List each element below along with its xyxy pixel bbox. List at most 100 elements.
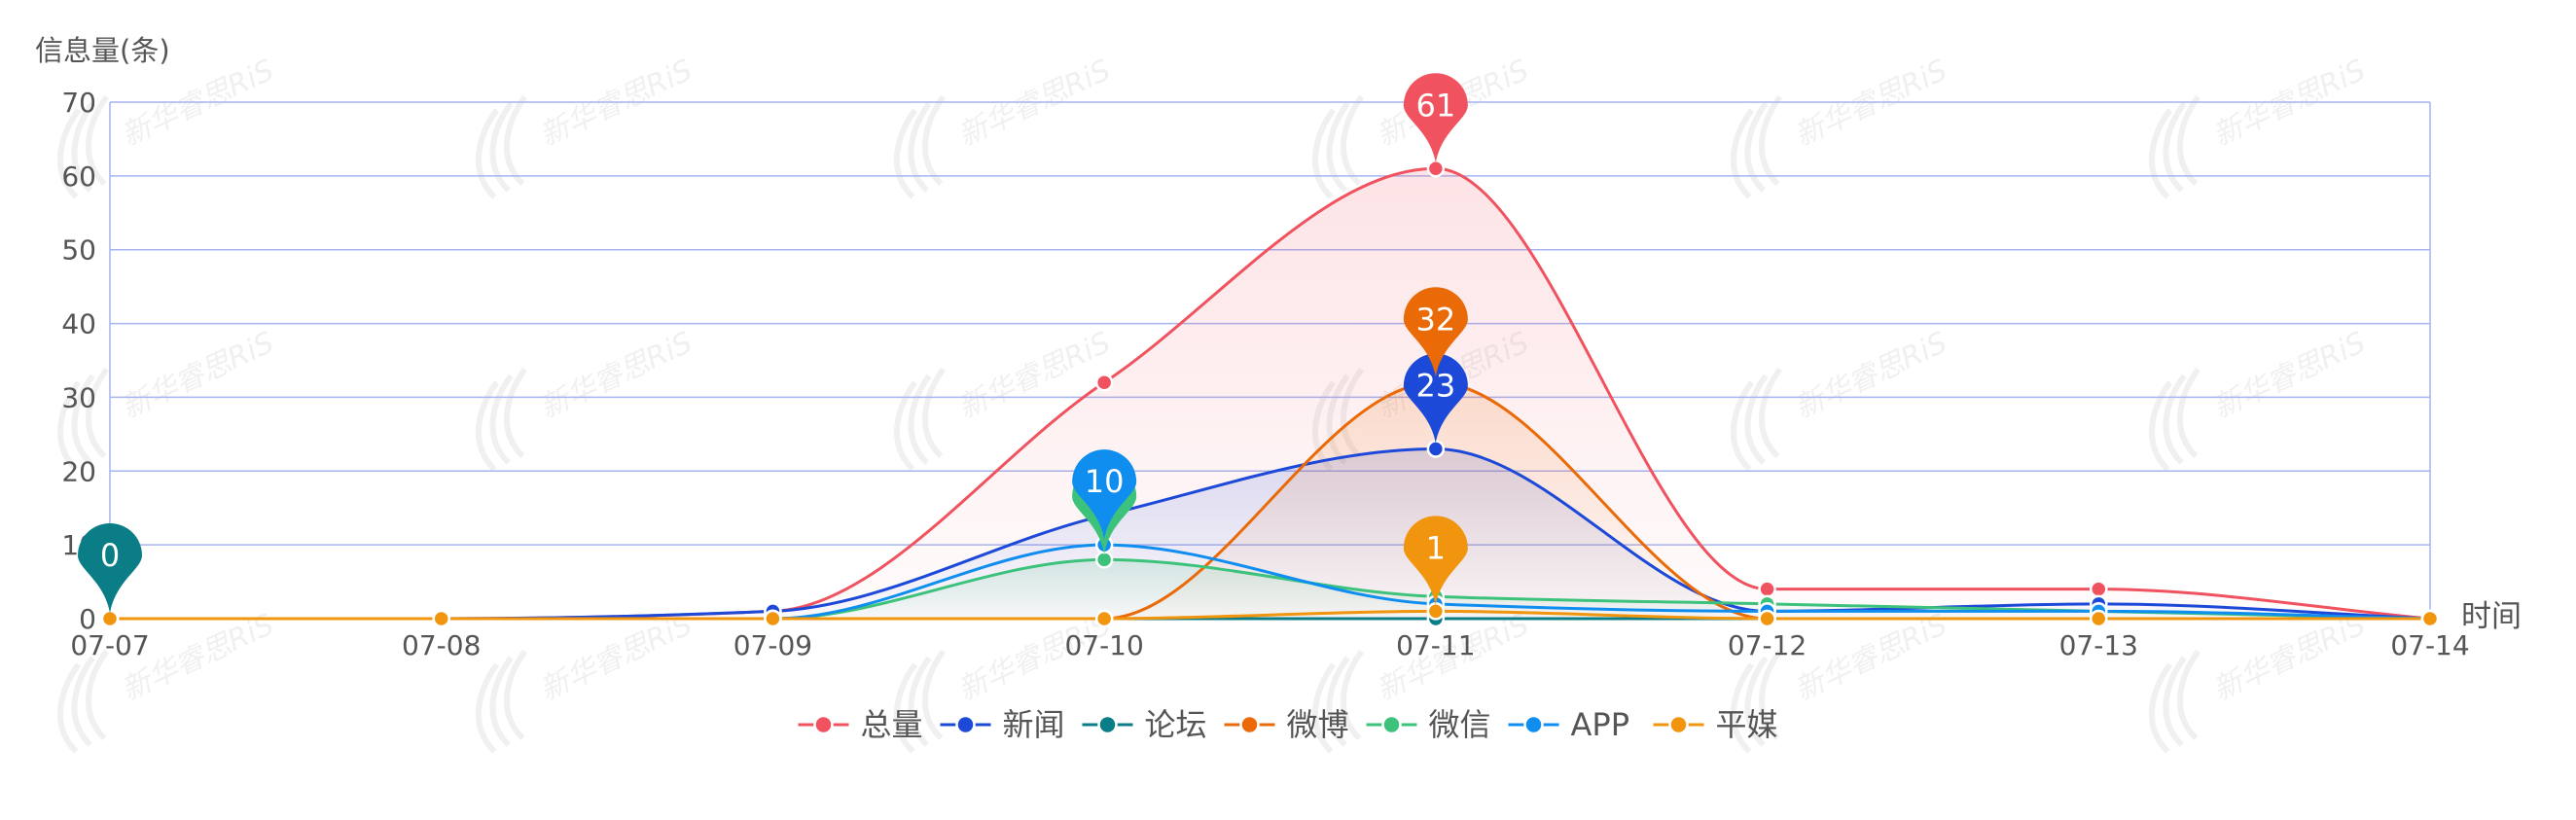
watermark: 新华睿思RiS: [1731, 326, 1952, 472]
pin-marker: 32: [1403, 287, 1468, 377]
watermark-icon: [1759, 94, 1783, 187]
watermark-text: 新华睿思RiS: [117, 326, 279, 426]
data-point: [2090, 580, 2108, 598]
watermark-icon: [1731, 108, 1755, 199]
watermark-text: 新华睿思RiS: [1790, 53, 1952, 154]
y-axis-title: 信息量(条): [35, 34, 170, 67]
pin-label: 1: [1426, 529, 1446, 566]
data-point: [1094, 551, 1114, 569]
watermark-icon: [1341, 649, 1365, 741]
watermark-icon: [1744, 101, 1769, 193]
y-tick-label: 30: [61, 381, 96, 413]
watermark-icon: [908, 374, 932, 465]
data-point: [764, 609, 782, 628]
watermark: 新华睿思RiS: [476, 608, 698, 754]
pin-shape: [1403, 516, 1468, 606]
legend-dot: [1668, 714, 1689, 735]
line-layer: [110, 166, 2431, 621]
watermark-icon: [1341, 94, 1365, 187]
watermark-icon: [476, 380, 500, 472]
pin-label: 32: [1415, 301, 1455, 338]
watermark-icon: [1759, 649, 1783, 741]
watermark-icon: [2177, 367, 2201, 459]
pin-label: 0: [100, 537, 120, 574]
legend-dot: [1239, 714, 1260, 735]
legend-item: 微博: [1224, 706, 1349, 743]
watermark-icon: [1312, 108, 1337, 199]
watermark-icon: [2177, 94, 2201, 187]
watermark: 新华睿思RiS: [476, 53, 698, 199]
series-area: [110, 168, 2430, 619]
watermark-icon: [86, 649, 110, 741]
y-tick-label: 40: [61, 308, 96, 340]
pin-shape: [1072, 449, 1137, 540]
watermark-icon: [2149, 380, 2173, 472]
y-tick-label: 0: [79, 603, 96, 635]
legend-label: 总量: [861, 706, 923, 743]
x-axis-title: 时间: [2461, 599, 2522, 634]
legend-label: 论坛: [1145, 706, 1207, 743]
legend-item: 平媒: [1653, 706, 1778, 743]
pin-marker: 1: [1403, 516, 1468, 606]
pin-shape: [1403, 73, 1468, 163]
watermark-icon: [476, 662, 500, 754]
legend-label: 新闻: [1003, 706, 1065, 743]
watermark-icon: [504, 649, 528, 741]
pin-marker: 61: [1403, 73, 1468, 163]
y-tick-label: 50: [61, 234, 96, 267]
watermark-icon: [2177, 649, 2201, 741]
x-tick-label: 07-13: [2059, 629, 2138, 661]
legend-label: 平媒: [1716, 706, 1778, 743]
watermark-icon: [922, 367, 947, 459]
watermark-icon: [57, 380, 82, 472]
watermark-text: 新华睿思RiS: [2208, 608, 2371, 708]
watermark-icon: [922, 94, 947, 187]
pin-shape: [1403, 287, 1468, 377]
legend-dot: [955, 714, 976, 735]
watermark-icon: [1326, 656, 1350, 747]
legend-dot: [1523, 714, 1544, 735]
watermark-icon: [1744, 656, 1769, 747]
pin-shape: [1403, 353, 1468, 444]
watermark-icon: [2149, 108, 2173, 199]
area-layer: [110, 168, 2430, 619]
watermark-icon: [71, 374, 95, 465]
data-point: [1758, 580, 1776, 598]
x-tick-label: 07-08: [402, 629, 481, 661]
y-tick-label: 70: [61, 87, 96, 119]
watermark-icon: [71, 101, 95, 193]
watermark-icon: [1731, 662, 1755, 754]
data-point: [2090, 609, 2108, 628]
legend-dot: [1097, 714, 1118, 735]
data-point: [1758, 609, 1776, 628]
watermark: 新华睿思RiS: [2149, 326, 2371, 472]
watermark-icon: [1744, 374, 1769, 465]
x-tick-label: 07-12: [1728, 629, 1807, 661]
watermark-icon: [86, 94, 110, 187]
data-point: [1426, 602, 1446, 621]
x-tick-label: 07-11: [1396, 629, 1475, 661]
watermark-icon: [1312, 662, 1337, 754]
watermark-icon: [489, 101, 514, 193]
x-tick-label: 07-09: [733, 629, 812, 661]
legend-dot: [1381, 714, 1402, 735]
data-point: [1094, 374, 1114, 392]
watermark-icon: [57, 108, 82, 199]
watermark-icon: [2163, 101, 2187, 193]
watermark-text: 新华睿思RiS: [953, 53, 1116, 154]
watermark: 新华睿思RiS: [2149, 53, 2371, 199]
watermark-icon: [504, 367, 528, 459]
legend-item: 新闻: [940, 706, 1065, 743]
pin-marker: 10: [1072, 449, 1137, 540]
pin-shape: [78, 523, 142, 613]
watermark-icon: [86, 367, 110, 459]
watermark-text: 新华睿思RiS: [535, 326, 698, 426]
watermark-text: 新华睿思RiS: [2208, 326, 2371, 426]
data-point: [432, 609, 450, 628]
watermark-icon: [2163, 656, 2187, 747]
watermark: 新华睿思RiS: [1731, 53, 1952, 199]
